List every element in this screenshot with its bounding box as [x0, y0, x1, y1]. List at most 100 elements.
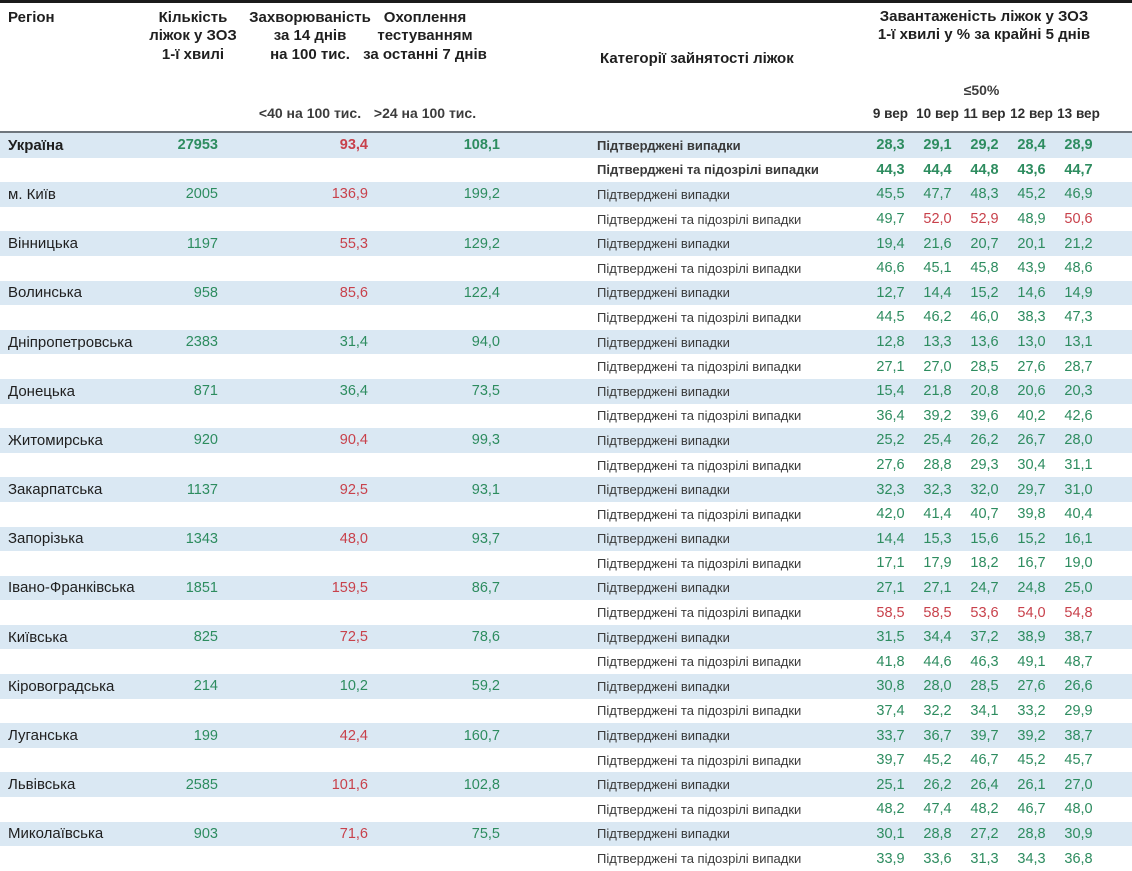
- occupancy-confirmed-d2: 14,4: [923, 284, 952, 301]
- incidence-value: 101,6: [331, 776, 368, 793]
- occupancy-confirmed-d2: 15,3: [923, 530, 952, 547]
- occupancy-confirmed-d4: 38,9: [1017, 629, 1046, 646]
- occupancy-suspected-d5: 45,7: [1064, 752, 1093, 769]
- occupancy-suspected-d1: 42,0: [876, 506, 905, 523]
- confirmed-subrow: Луганська 199 42,4 160,7 Підтверджені ви…: [0, 723, 1132, 748]
- occupancy-confirmed-d5: 27,0: [1064, 776, 1093, 793]
- occupancy-confirmed-d3: 37,2: [970, 629, 999, 646]
- incidence-value: 93,4: [339, 137, 368, 154]
- testing-value: 99,3: [471, 432, 500, 449]
- occupancy-suspected-d5: 42,6: [1064, 407, 1093, 424]
- date-column-4: 12 вер: [1010, 106, 1053, 121]
- header-region: Регіон: [8, 9, 55, 26]
- occupancy-suspected-d1: 48,2: [876, 801, 905, 818]
- category-suspected-label: Підтверджені та підозрілі випадки: [597, 801, 802, 817]
- occupancy-confirmed-d2: 13,3: [923, 334, 952, 351]
- occupancy-suspected-d3: 40,7: [970, 506, 999, 523]
- testing-value: 75,5: [471, 825, 500, 842]
- region-name: Київська: [8, 628, 68, 646]
- suspected-subrow: Підтверджені та підозрілі випадки 41,8 4…: [0, 649, 1132, 674]
- region-name: м. Київ: [8, 185, 56, 203]
- incidence-value: 159,5: [331, 579, 368, 596]
- occupancy-threshold: ≤50%: [963, 82, 1000, 98]
- occupancy-confirmed-d3: 26,4: [970, 776, 999, 793]
- occupancy-confirmed-d2: 34,4: [923, 629, 952, 646]
- occupancy-confirmed-d4: 24,8: [1017, 579, 1046, 596]
- occupancy-confirmed-d1: 25,1: [876, 776, 905, 793]
- beds-value: 1197: [186, 235, 218, 252]
- testing-value: 86,7: [471, 579, 500, 596]
- occupancy-suspected-d5: 36,8: [1064, 850, 1093, 867]
- suspected-subrow: Підтверджені та підозрілі випадки 17,1 1…: [0, 551, 1132, 576]
- occupancy-suspected-d3: 46,0: [970, 309, 999, 326]
- occupancy-confirmed-d1: 15,4: [876, 383, 905, 400]
- suspected-subrow: Підтверджені та підозрілі випадки 49,7 5…: [0, 207, 1132, 232]
- occupancy-confirmed-d5: 14,9: [1064, 284, 1093, 301]
- occupancy-suspected-d2: 27,0: [923, 358, 952, 375]
- occupancy-confirmed-d4: 39,2: [1017, 727, 1046, 744]
- occupancy-suspected-d5: 40,4: [1064, 506, 1093, 523]
- region-name: Львівська: [8, 776, 76, 794]
- occupancy-suspected-d2: 44,6: [923, 653, 952, 670]
- region-block: Миколаївська 903 71,6 75,5 Підтверджені …: [0, 821, 1132, 871]
- occupancy-confirmed-d2: 36,7: [923, 727, 952, 744]
- confirmed-subrow: Донецька 871 36,4 73,5 Підтверджені випа…: [0, 378, 1132, 404]
- occupancy-confirmed-d3: 20,7: [970, 235, 999, 252]
- suspected-subrow: Підтверджені та підозрілі випадки 48,2 4…: [0, 797, 1132, 822]
- region-block: м. Київ 2005 136,9 199,2 Підтверджені ви…: [0, 182, 1132, 231]
- occupancy-confirmed-d1: 32,3: [876, 481, 905, 498]
- category-confirmed-label: Підтверджені випадки: [597, 728, 730, 744]
- occupancy-confirmed-d1: 30,8: [876, 678, 905, 695]
- category-suspected-label: Підтверджені та підозрілі випадки: [597, 506, 802, 522]
- confirmed-subrow: Україна 27953 93,4 108,1 Підтверджені ви…: [0, 133, 1132, 158]
- date-column-2: 10 вер: [916, 106, 959, 121]
- table-body: Україна 27953 93,4 108,1 Підтверджені ви…: [0, 133, 1132, 871]
- occupancy-suspected-d3: 34,1: [970, 702, 999, 719]
- region-name: Луганська: [8, 727, 78, 745]
- occupancy-suspected-d4: 49,1: [1017, 653, 1046, 670]
- incidence-value: 48,0: [339, 530, 368, 547]
- incidence-value: 42,4: [339, 727, 368, 744]
- occupancy-confirmed-d1: 19,4: [876, 235, 905, 252]
- occupancy-suspected-d5: 28,7: [1064, 358, 1093, 375]
- occupancy-suspected-d2: 41,4: [923, 506, 952, 523]
- occupancy-suspected-d3: 29,3: [970, 457, 999, 474]
- testing-value: 59,2: [471, 678, 500, 695]
- occupancy-suspected-d4: 43,6: [1017, 161, 1046, 178]
- header-bed-categories: Категорії зайнятості ліжок: [600, 50, 794, 67]
- occupancy-suspected-d1: 27,6: [876, 457, 905, 474]
- occupancy-suspected-d2: 32,2: [923, 702, 952, 719]
- confirmed-subrow: Волинська 958 85,6 122,4 Підтверджені ви…: [0, 280, 1132, 306]
- confirmed-subrow: Житомирська 920 90,4 99,3 Підтверджені в…: [0, 428, 1132, 453]
- occupancy-suspected-d5: 48,6: [1064, 260, 1093, 277]
- region-name: Дніпропетровська: [8, 333, 133, 351]
- occupancy-suspected-d5: 29,9: [1064, 702, 1093, 719]
- occupancy-suspected-d4: 45,2: [1017, 752, 1046, 769]
- occupancy-confirmed-d1: 27,1: [876, 579, 905, 596]
- testing-value: 93,1: [471, 481, 500, 498]
- occupancy-suspected-d2: 45,1: [923, 260, 952, 277]
- incidence-value: 72,5: [339, 629, 368, 646]
- category-suspected-label: Підтверджені та підозрілі випадки: [597, 457, 802, 473]
- occupancy-suspected-d2: 45,2: [923, 752, 952, 769]
- occupancy-suspected-d5: 48,7: [1064, 653, 1093, 670]
- occupancy-suspected-d3: 46,3: [970, 653, 999, 670]
- incidence-value: 55,3: [339, 235, 368, 252]
- region-name: Кіровоградська: [8, 677, 115, 695]
- category-confirmed-label: Підтверджені випадки: [597, 432, 730, 448]
- occupancy-confirmed-d3: 15,6: [970, 530, 999, 547]
- incidence-value: 92,5: [339, 481, 368, 498]
- occupancy-suspected-d1: 27,1: [876, 358, 905, 375]
- beds-value: 1343: [185, 530, 218, 547]
- occupancy-suspected-d4: 48,9: [1017, 211, 1046, 228]
- beds-value: 958: [193, 284, 218, 301]
- incidence-value: 71,6: [339, 825, 368, 842]
- occupancy-confirmed-d3: 13,6: [970, 334, 999, 351]
- table-header: Регіон Кількість ліжок у ЗОЗ 1-ї хвилі З…: [0, 3, 1132, 133]
- date-column-1: 9 вер: [872, 106, 909, 121]
- occupancy-suspected-d3: 53,6: [970, 604, 999, 621]
- occupancy-confirmed-d1: 31,5: [876, 629, 905, 646]
- occupancy-suspected-d5: 19,0: [1064, 555, 1093, 572]
- category-confirmed-label: Підтверджені випадки: [597, 137, 741, 153]
- occupancy-confirmed-d3: 26,2: [970, 432, 999, 449]
